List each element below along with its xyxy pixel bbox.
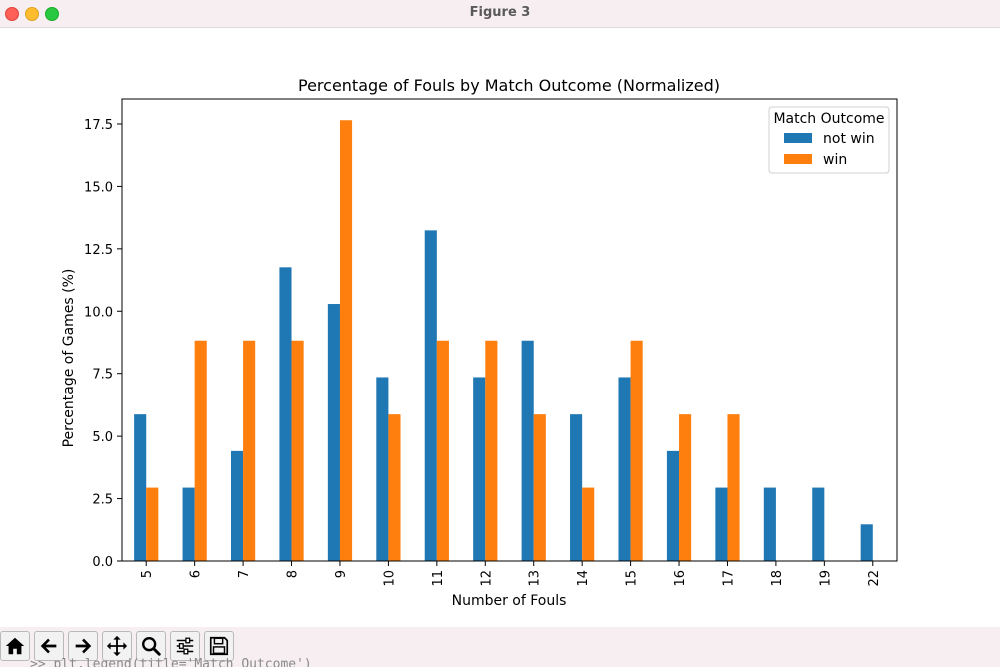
maximize-window-button[interactable] bbox=[45, 7, 59, 21]
bar-not-win-9 bbox=[327, 304, 340, 561]
forward-button[interactable] bbox=[68, 631, 98, 661]
bar-not-win-10 bbox=[376, 377, 389, 561]
bar-not-win-16 bbox=[666, 450, 680, 561]
x-axis-label: Number of Fouls bbox=[452, 593, 567, 609]
legend-swatch-win bbox=[784, 154, 812, 164]
back-icon bbox=[40, 638, 57, 654]
bar-not-win-22 bbox=[860, 524, 873, 561]
y-tick-label: 17.5 bbox=[84, 118, 113, 133]
x-tick-label: 7 bbox=[237, 570, 252, 578]
bar-win-17 bbox=[727, 414, 740, 561]
bar-not-win-12 bbox=[473, 377, 486, 561]
zoom-icon bbox=[142, 637, 161, 656]
zoom-button[interactable] bbox=[136, 631, 166, 661]
pan-button[interactable] bbox=[102, 631, 132, 661]
bar-not-win-6 bbox=[182, 487, 195, 561]
x-tick-label: 11 bbox=[431, 570, 446, 587]
bar-win-9 bbox=[339, 120, 353, 561]
terminal-ghost-text: >> plt.legend(title='Match Outcome') bbox=[30, 657, 312, 667]
y-tick-label: 10.0 bbox=[84, 305, 113, 320]
bar-win-8 bbox=[291, 340, 304, 561]
bar-win-13 bbox=[533, 414, 546, 561]
y-tick-label: 12.5 bbox=[84, 243, 113, 258]
bar-not-win-13 bbox=[521, 340, 534, 561]
plot-frame bbox=[121, 98, 898, 562]
legend-label-not-win: not win bbox=[823, 131, 875, 147]
x-tick-label: 14 bbox=[576, 570, 591, 587]
bar-not-win-15 bbox=[618, 377, 631, 561]
x-tick-label: 9 bbox=[334, 570, 349, 578]
y-axis-label: Percentage of Games (%) bbox=[61, 269, 77, 448]
bar-win-10 bbox=[388, 414, 401, 561]
pan-icon bbox=[106, 635, 128, 657]
legend-swatch-not-win bbox=[784, 133, 812, 143]
bar-chart: Percentage of Fouls by Match Outcome (No… bbox=[61, 76, 898, 609]
save-figure-button[interactable] bbox=[204, 631, 234, 661]
y-tick-label: 7.5 bbox=[92, 368, 113, 383]
y-tick-label: 2.5 bbox=[92, 493, 113, 508]
bar-win-15 bbox=[630, 340, 643, 561]
bar-not-win-17 bbox=[715, 487, 728, 561]
bar-not-win-7 bbox=[230, 450, 244, 561]
x-tick-label: 10 bbox=[382, 570, 397, 587]
y-tick-label: 5.0 bbox=[92, 430, 113, 445]
bar-win-12 bbox=[485, 340, 498, 561]
x-tick-label: 13 bbox=[528, 570, 543, 587]
x-tick-label: 16 bbox=[673, 570, 688, 587]
bar-win-7 bbox=[243, 340, 256, 561]
bar-win-16 bbox=[679, 414, 692, 561]
window-title: Figure 3 bbox=[469, 5, 531, 20]
y-tick-label: 0.0 bbox=[92, 555, 113, 570]
bar-win-14 bbox=[582, 487, 595, 561]
back-button[interactable] bbox=[34, 631, 64, 661]
y-axis: 0.0 2.5 5.0 7.5 10.0 12.5 15.0 17.5 bbox=[84, 118, 122, 570]
navigation-toolbar bbox=[0, 627, 1000, 667]
x-tick-label: 15 bbox=[625, 570, 640, 587]
configure-icon bbox=[176, 637, 194, 655]
figure-canvas: Percentage of Fouls by Match Outcome (No… bbox=[0, 28, 1000, 627]
forward-icon bbox=[75, 638, 92, 654]
home-button[interactable] bbox=[0, 631, 30, 661]
bar-not-win-5 bbox=[134, 414, 147, 561]
minimize-window-button[interactable] bbox=[25, 7, 39, 21]
legend-title: Match Outcome bbox=[773, 111, 884, 127]
x-axis: 5 6 7 8 9 10 11 12 13 14 15 16 17 18 19 22 bbox=[140, 561, 882, 587]
x-tick-label: 17 bbox=[721, 570, 736, 587]
save-icon bbox=[209, 636, 229, 656]
bar-win-5 bbox=[146, 487, 159, 561]
bars-group bbox=[134, 120, 873, 562]
close-window-button[interactable] bbox=[5, 7, 19, 21]
bar-not-win-19 bbox=[812, 487, 825, 561]
x-tick-label: 18 bbox=[770, 570, 785, 587]
bar-not-win-8 bbox=[279, 267, 292, 561]
window-titlebar: Figure 3 bbox=[0, 0, 1000, 28]
legend-label-win: win bbox=[823, 152, 847, 168]
configure-subplots-button[interactable] bbox=[170, 631, 200, 661]
x-tick-label: 8 bbox=[286, 570, 301, 578]
x-tick-label: 19 bbox=[818, 570, 833, 587]
chart-title: Percentage of Fouls by Match Outcome (No… bbox=[298, 76, 720, 95]
bar-not-win-14 bbox=[570, 414, 583, 561]
x-tick-label: 12 bbox=[479, 570, 494, 587]
bar-win-6 bbox=[194, 340, 207, 561]
y-tick-label: 15.0 bbox=[84, 180, 113, 195]
home-icon bbox=[5, 637, 25, 655]
x-tick-label: 6 bbox=[189, 570, 204, 578]
legend: Match Outcome not win win bbox=[768, 106, 890, 174]
bar-not-win-18 bbox=[763, 487, 776, 561]
bar-not-win-11 bbox=[424, 230, 437, 562]
x-tick-label: 22 bbox=[867, 570, 882, 587]
bar-win-11 bbox=[436, 340, 449, 561]
x-tick-label: 5 bbox=[140, 570, 155, 578]
